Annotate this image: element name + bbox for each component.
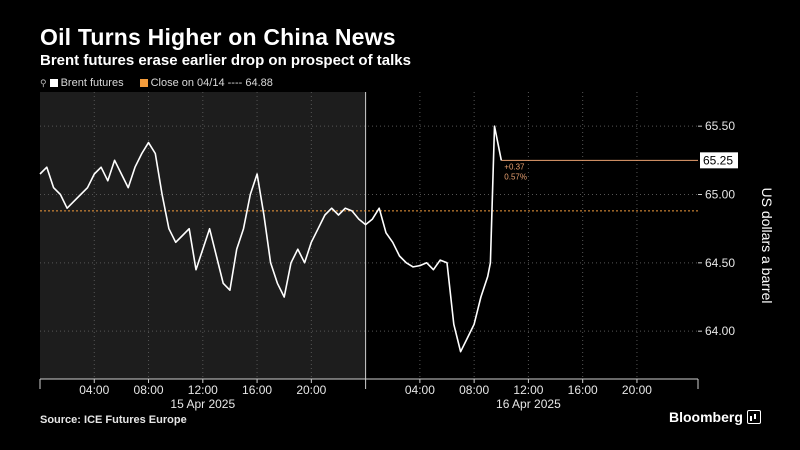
- change-pct-label: 0.57%: [504, 172, 527, 181]
- brand-name: Bloomberg: [669, 409, 743, 425]
- x-tick-label: 16:00: [568, 383, 598, 397]
- x-ticks: 04:00 08:00 12:00 16:00 20:00 04:00 08:00 12:00…: [39, 379, 699, 397]
- y-axis-label: US dollars a barrel: [759, 188, 775, 304]
- bloomberg-chart-icon: [746, 410, 761, 424]
- x-tick-label: 20:00: [296, 383, 326, 397]
- x-tick-label: 12:00: [188, 383, 218, 397]
- x-tick-label: 16:00: [242, 383, 272, 397]
- day-label: 15 Apr 2025: [170, 397, 235, 411]
- last-value-label: 65.25: [703, 153, 733, 167]
- y-ticks: 64.00 64.50 65.00 65.50: [698, 119, 735, 338]
- x-tick-label: 08:00: [134, 383, 164, 397]
- series-line-brent: [39, 125, 503, 353]
- x-tick-label: 12:00: [513, 383, 543, 397]
- y-tick-label: 64.50: [705, 256, 735, 270]
- chart-subtitle: Brent futures erase earlier drop on pros…: [40, 52, 411, 69]
- chart-title: Oil Turns Higher on China News: [40, 24, 396, 50]
- legend-label-close: Close on 04/14 ---- 64.88: [150, 77, 273, 89]
- legend: ⚲ Brent futures Close on 04/14 ---- 64.8…: [40, 77, 283, 89]
- day-label: 16 Apr 2025: [496, 397, 561, 411]
- bloomberg-logo: Bloomberg: [669, 409, 761, 425]
- source-note: Source: ICE Futures Europe: [40, 414, 187, 426]
- legend-item-close: Close on 04/14 ---- 64.88: [139, 77, 273, 89]
- legend-swatch-close: [139, 79, 148, 87]
- change-label: +0.37: [504, 162, 525, 171]
- x-tick-label: 20:00: [622, 383, 652, 397]
- x-tick-label: 04:00: [79, 383, 109, 397]
- day-shading: [40, 92, 366, 379]
- legend-label-brent: Brent futures: [60, 77, 124, 89]
- day-labels: 15 Apr 2025 16 Apr 2025: [170, 397, 561, 411]
- grid: [40, 92, 698, 379]
- x-tick-label: 04:00: [405, 383, 435, 397]
- x-tick-label: 08:00: [459, 383, 489, 397]
- y-tick-label: 65.00: [705, 188, 735, 202]
- y-tick-label: 64.00: [705, 324, 735, 338]
- pin-icon: ⚲: [40, 77, 47, 88]
- y-tick-label: 65.50: [705, 119, 735, 133]
- legend-item-brent: ⚲ Brent futures: [40, 77, 124, 89]
- legend-swatch-brent: [49, 79, 58, 87]
- last-value-box: [700, 152, 738, 169]
